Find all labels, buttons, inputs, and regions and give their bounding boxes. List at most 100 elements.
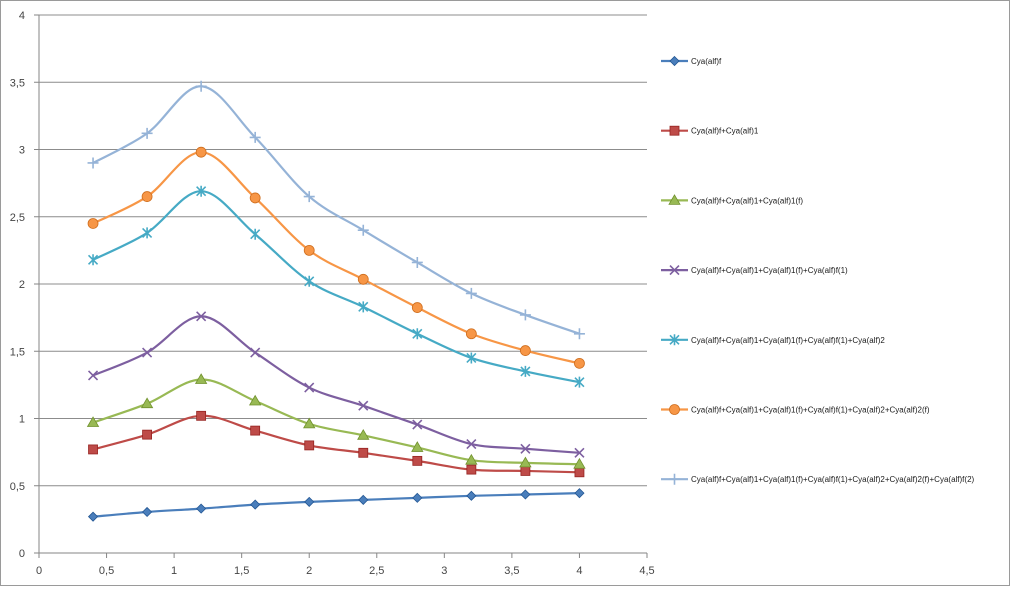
data-point (250, 228, 261, 240)
legend-entry-4: Cya(alf)f+Cya(alf)1+Cya(alf)1(f)+Cya(alf… (661, 265, 848, 276)
y-tick-label: 3,5 (10, 77, 25, 89)
data-point (519, 456, 532, 468)
data-point (573, 328, 585, 340)
legend-swatch-marker (669, 265, 680, 276)
data-point (196, 503, 207, 514)
data-point (304, 440, 315, 451)
series-4 (87, 311, 585, 458)
series-line (92, 151, 580, 365)
data-point (250, 425, 261, 436)
y-tick-label: 2 (19, 279, 25, 291)
axes: 0 0,5 1 1,5 2 2,5 3 3,5 4 0 0,5 1 1,5 2 2,5 3 3,5 4 4,5 (10, 10, 655, 577)
legend-swatch-marker (669, 125, 680, 136)
data-point (411, 256, 423, 268)
data-point (250, 347, 261, 358)
series-line (92, 378, 580, 466)
data-point (196, 185, 207, 197)
data-point (358, 400, 369, 411)
series-6 (87, 146, 585, 369)
data-point (87, 511, 99, 522)
legend-swatch-marker (669, 473, 680, 485)
data-point (574, 376, 585, 388)
x-tick-label: 3 (441, 565, 447, 577)
data-point (520, 345, 531, 356)
data-point (140, 397, 154, 409)
x-tick-label: 1,5 (234, 565, 249, 577)
x-tick-label: 3,5 (504, 565, 519, 577)
data-point (573, 457, 586, 469)
data-point (574, 357, 585, 369)
data-point (87, 218, 99, 229)
data-point (466, 490, 477, 501)
series-line (92, 492, 580, 518)
y-tick-label: 3 (19, 145, 25, 157)
legend-swatch-marker (669, 334, 680, 346)
y-tick-label: 0 (19, 548, 25, 560)
data-point (194, 373, 208, 384)
data-point (249, 131, 261, 143)
legend: Cya(alf)f Cya(alf)f+Cya(alf)1 Cya(alf)f+Cy… (661, 55, 975, 485)
data-point (87, 370, 99, 381)
y-tick-label: 2,5 (10, 212, 25, 224)
x-tick-label: 1 (171, 565, 177, 577)
legend-swatch-marker (669, 55, 680, 67)
legend-label: Cya(alf)f+Cya(alf)1+Cya(alf)1(f)+Cya(alf… (691, 406, 930, 415)
y-tick-label: 0,5 (10, 481, 25, 493)
data-point (358, 494, 369, 505)
legend-entry-5: Cya(alf)f+Cya(alf)1+Cya(alf)1(f)+Cya(alf… (661, 334, 885, 346)
legend-swatch-marker (669, 404, 680, 415)
legend-label: Cya(alf)f+Cya(alf)1+Cya(alf)1(f)+Cya(alf… (691, 266, 848, 275)
data-point (357, 429, 370, 440)
data-point (304, 382, 315, 393)
data-point (465, 453, 478, 465)
data-point (303, 191, 315, 203)
series-2 (88, 410, 585, 478)
data-point (196, 410, 207, 421)
data-point (142, 227, 153, 239)
plot-area (86, 80, 586, 522)
series-line (92, 85, 580, 335)
data-point (465, 328, 477, 340)
data-point (141, 191, 153, 202)
data-point (412, 419, 423, 430)
data-point (412, 328, 423, 340)
y-tick-label: 1 (19, 414, 25, 426)
data-point (304, 275, 315, 287)
data-point (411, 441, 424, 452)
data-point (142, 506, 153, 518)
data-point (303, 244, 315, 256)
x-tick-label: 0,5 (99, 565, 114, 577)
data-point (196, 311, 207, 322)
data-point (520, 365, 531, 377)
data-point (86, 416, 100, 427)
data-point (304, 496, 315, 507)
series-7 (87, 80, 585, 340)
x-tick-label: 2 (306, 565, 312, 577)
x-tick-label: 2,5 (369, 565, 384, 577)
data-point (250, 499, 261, 510)
data-point (466, 352, 477, 364)
y-tick-label: 1,5 (10, 346, 25, 358)
series-1 (87, 488, 585, 522)
data-point (358, 447, 369, 458)
legend-entry-3: Cya(alf)f+Cya(alf)1+Cya(alf)1(f) (661, 194, 803, 205)
x-tick-label: 0 (36, 565, 42, 577)
data-point (88, 444, 98, 455)
data-point (466, 438, 477, 450)
data-point (412, 492, 423, 503)
legend-entry-2: Cya(alf)f+Cya(alf)1 (661, 125, 759, 136)
data-point (195, 146, 207, 158)
data-point (574, 447, 585, 458)
data-point (574, 488, 585, 499)
series-5 (87, 185, 585, 388)
legend-entry-6: Cya(alf)f+Cya(alf)1+Cya(alf)1(f)+Cya(alf… (661, 404, 930, 415)
series-line (92, 190, 580, 384)
series-3 (86, 373, 586, 469)
data-point (303, 417, 316, 429)
data-point (249, 192, 261, 204)
legend-swatch-marker (668, 194, 681, 205)
data-point (142, 429, 152, 440)
data-point (520, 489, 531, 500)
